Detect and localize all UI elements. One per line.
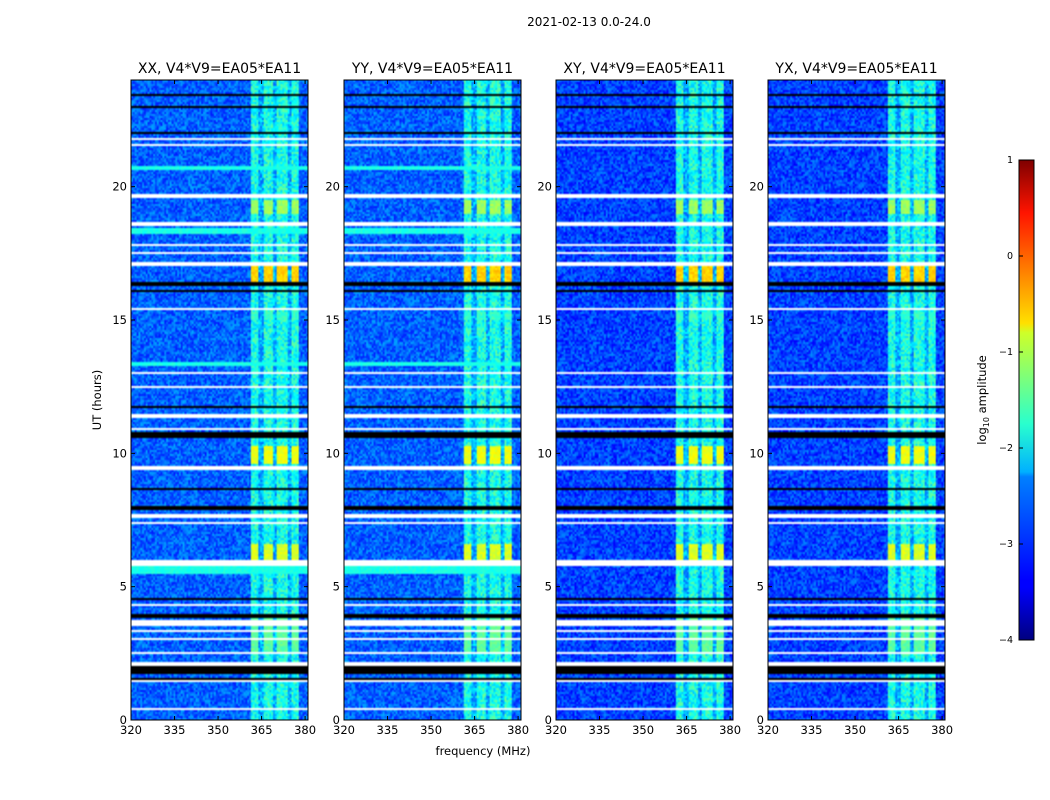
x-tick-label: 335	[589, 723, 611, 737]
y-tick-label: 0	[120, 713, 127, 727]
y-tick-label: 10	[112, 446, 127, 460]
y-tick-label: 15	[112, 313, 127, 327]
x-tick-label: 320	[757, 723, 779, 737]
x-tick-label: 350	[420, 723, 442, 737]
y-tick-label: 15	[749, 313, 764, 327]
x-tick-label: 350	[207, 723, 229, 737]
x-tick-label: 335	[377, 723, 399, 737]
x-tick-label: 380	[719, 723, 741, 737]
y-tick-label: 0	[333, 713, 340, 727]
heatmap-image	[556, 80, 733, 720]
colorbar: −4 −3 −2 −1 0 1 log10 amplitude	[975, 155, 1035, 646]
y-tick-label: 5	[333, 580, 340, 594]
heatmap-image	[768, 80, 945, 720]
y-tick-label: 0	[757, 713, 764, 727]
colorbar-gradient	[1018, 159, 1035, 641]
y-axis-label: UT (hours)	[90, 370, 104, 430]
y-tick-label: 15	[325, 313, 340, 327]
y-tick-label: 20	[325, 180, 340, 194]
colorbar-tick-label: −3	[999, 539, 1013, 550]
colorbar-tick-label: −1	[999, 347, 1013, 358]
y-tick-label: 20	[749, 180, 764, 194]
panels: XX, V4*V9=EA05*EA11 320 335 350 365 380 0 5 10 15…	[112, 61, 953, 737]
y-tick-label: 20	[537, 180, 552, 194]
colorbar-ticks: −4 −3 −2 −1 0 1	[999, 155, 1023, 646]
x-tick-label: 335	[164, 723, 186, 737]
x-tick-label: 350	[844, 723, 866, 737]
colorbar-tick-label: −2	[999, 443, 1013, 454]
panel-frame	[130, 79, 309, 721]
x-tick-label: 365	[676, 723, 698, 737]
panel-xx: XX, V4*V9=EA05*EA11 320 335 350 365 380 0 5 10 15…	[112, 61, 316, 737]
panel-title: XX, V4*V9=EA05*EA11	[138, 61, 301, 77]
x-tick-label: 380	[931, 723, 953, 737]
y-tick-label: 10	[749, 446, 764, 460]
x-tick-label: 365	[251, 723, 273, 737]
x-axis-label: frequency (MHz)	[436, 744, 531, 758]
x-tick-label: 380	[507, 723, 529, 737]
panel-frame	[767, 79, 946, 721]
x-tick-label: 320	[545, 723, 567, 737]
y-tick-label: 5	[120, 580, 127, 594]
x-tick-label: 365	[888, 723, 910, 737]
x-tick-label: 320	[333, 723, 355, 737]
y-tick-label: 15	[537, 313, 552, 327]
x-tick-label: 365	[464, 723, 486, 737]
figure-title: 2021-02-13 0.0-24.0	[527, 15, 651, 29]
panel-frame	[555, 79, 734, 721]
panel-xy: XY, V4*V9=EA05*EA11 320 335 350 365 380 0 5 10 15…	[537, 61, 741, 737]
y-tick-label: 10	[537, 446, 552, 460]
panel-title: YX, V4*V9=EA05*EA11	[774, 61, 937, 77]
panel-frame	[343, 79, 522, 721]
x-tick-label: 335	[801, 723, 823, 737]
colorbar-tick-label: 0	[1007, 251, 1013, 262]
y-tick-label: 20	[112, 180, 127, 194]
y-tick-label: 0	[545, 713, 552, 727]
y-tick-label: 5	[757, 580, 764, 594]
panel-yx: YX, V4*V9=EA05*EA11 320 335 350 365 380 0 5 10 15…	[749, 61, 953, 737]
y-tick-label: 5	[545, 580, 552, 594]
x-tick-label: 350	[632, 723, 654, 737]
heatmap-image	[131, 80, 308, 720]
panel-title: YY, V4*V9=EA05*EA11	[351, 61, 513, 77]
panel-title: XY, V4*V9=EA05*EA11	[563, 61, 725, 77]
panel-yy: YY, V4*V9=EA05*EA11 320 335 350 365 380 0 5 10 15…	[325, 61, 529, 737]
colorbar-tick-label: −4	[999, 635, 1013, 646]
heatmap-image	[344, 80, 521, 720]
x-tick-label: 380	[294, 723, 316, 737]
colorbar-tick-label: 1	[1007, 155, 1013, 166]
x-tick-label: 320	[120, 723, 142, 737]
y-tick-label: 10	[325, 446, 340, 460]
colorbar-label: log10 amplitude	[975, 355, 991, 445]
